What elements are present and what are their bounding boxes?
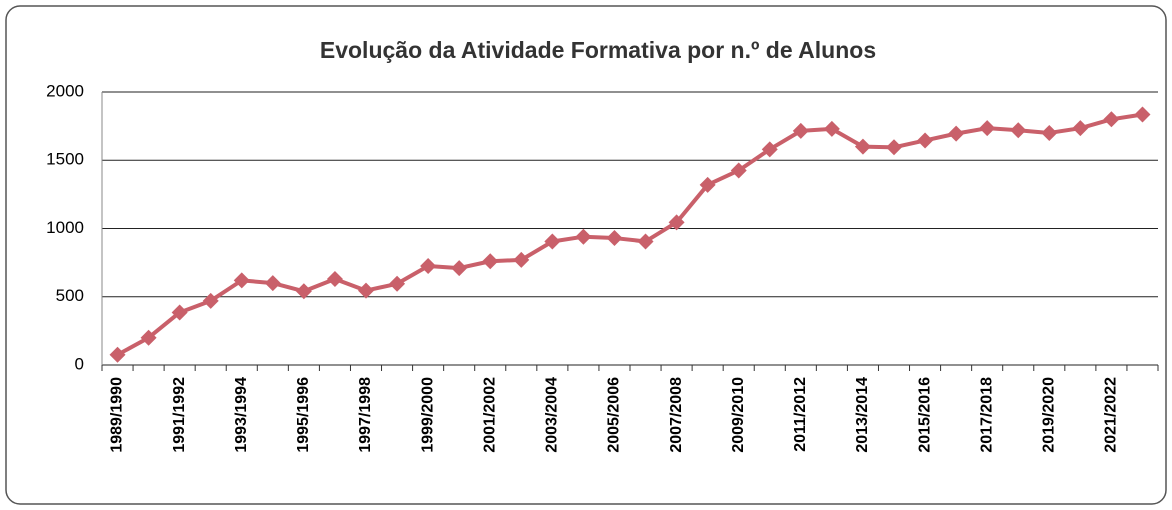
data-marker [358,282,374,299]
x-tick-label: 1995/1996 [295,377,312,453]
data-marker [575,228,592,245]
x-tick-label: 1993/1994 [233,377,250,453]
chart-title: Evolução da Atividade Formativa por n.º … [320,37,876,63]
chart-frame [5,5,1167,505]
data-marker [917,132,934,149]
x-tick-label: 2005/2006 [606,377,623,453]
data-marker [1072,120,1089,137]
data-marker [886,139,902,156]
x-tick-label: 2015/2016 [916,377,933,453]
data-marker [1103,111,1120,128]
x-tick-label: 2017/2018 [978,377,995,453]
data-marker [389,275,406,292]
data-marker [730,162,747,179]
data-marker [823,120,840,137]
x-tick-label: 2019/2020 [1041,377,1058,453]
data-marker [513,251,530,268]
x-tick-label: 2001/2002 [481,377,498,453]
data-marker [482,253,499,270]
data-marker [109,346,126,363]
data-marker [792,122,809,139]
data-marker [202,292,219,309]
data-marker [140,329,157,346]
data-marker [606,230,623,247]
y-tick-label: 0 [75,354,84,373]
x-tick-label: 2009/2010 [730,377,747,453]
data-marker [544,233,561,250]
data-marker [699,176,716,193]
x-tick-label: 2013/2014 [854,377,871,453]
data-marker [451,260,468,277]
data-marker [948,125,965,142]
data-marker [326,271,343,288]
y-tick-label: 2000 [46,81,84,100]
x-tick-label: 2007/2008 [668,377,685,453]
data-marker [668,214,685,231]
data-marker [171,304,188,321]
x-tick-label: 1989/1990 [109,377,126,453]
data-marker [233,272,250,289]
data-marker [637,233,654,250]
data-marker [761,141,778,158]
data-line [116,112,1143,357]
data-marker [295,283,312,300]
x-tick-label: 2011/2012 [792,377,809,452]
x-tick-label: 1997/1998 [357,377,374,453]
y-tick-label: 1000 [46,218,84,237]
data-marker [1134,106,1151,123]
data-marker [264,275,281,292]
y-tick-label: 500 [56,286,84,305]
x-tick-label: 2003/2004 [544,377,561,453]
x-tick-label: 1999/2000 [419,377,436,453]
data-marker [420,258,437,275]
data-marker [1041,124,1058,141]
data-marker [979,120,996,137]
x-tick-label: 1991/1992 [171,377,188,453]
y-tick-label: 1500 [46,150,84,169]
data-marker [1010,122,1027,139]
data-marker [854,138,871,155]
x-tick-label: 2021/2022 [1103,377,1120,453]
